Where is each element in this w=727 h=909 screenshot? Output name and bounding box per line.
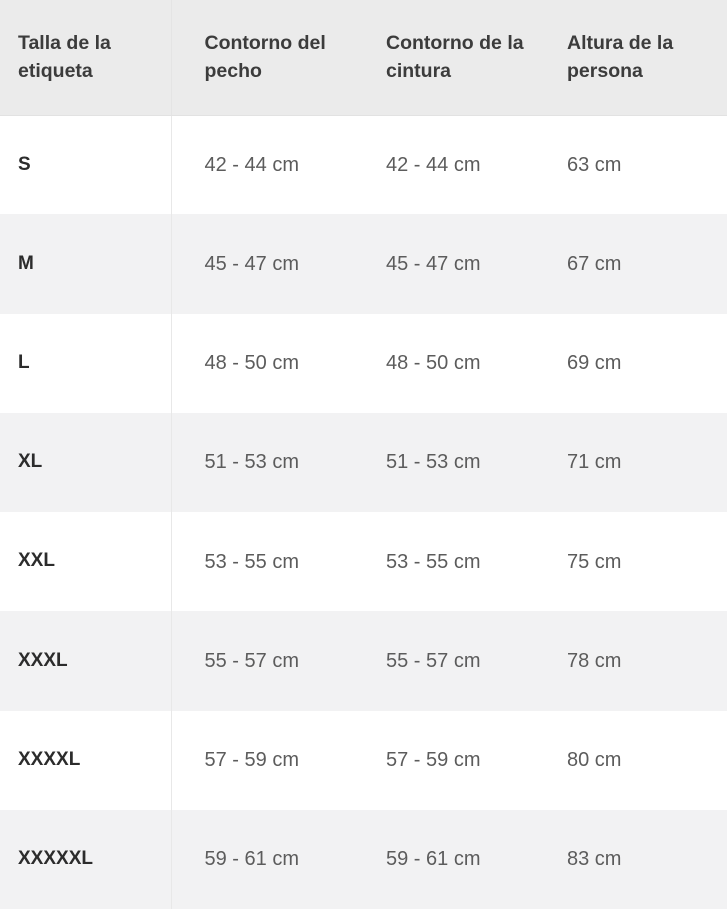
cell-height: 80 cm (553, 710, 727, 810)
column-header-chest: Contorno del pecho (171, 0, 362, 116)
cell-chest: 59 - 61 cm (171, 809, 362, 909)
cell-height: 69 cm (553, 313, 727, 413)
table-row: XXXXXL 59 - 61 cm 59 - 61 cm 83 cm (0, 809, 727, 909)
cell-chest: 57 - 59 cm (171, 710, 362, 810)
cell-height: 67 cm (553, 214, 727, 314)
cell-waist: 48 - 50 cm (362, 313, 553, 413)
cell-size: XXXXXL (0, 809, 172, 909)
cell-chest: 48 - 50 cm (171, 313, 362, 413)
cell-height: 71 cm (553, 412, 727, 512)
table-row: XXL 53 - 55 cm 53 - 55 cm 75 cm (0, 512, 727, 612)
table-row: L 48 - 50 cm 48 - 50 cm 69 cm (0, 313, 727, 413)
cell-chest: 51 - 53 cm (171, 412, 362, 512)
cell-chest: 53 - 55 cm (171, 512, 362, 612)
cell-height: 83 cm (553, 809, 727, 909)
table-row: M 45 - 47 cm 45 - 47 cm 67 cm (0, 214, 727, 314)
table-row: XXXXL 57 - 59 cm 57 - 59 cm 80 cm (0, 710, 727, 810)
cell-waist: 59 - 61 cm (362, 809, 553, 909)
column-header-body-height: Altura de la persona (553, 0, 727, 116)
cell-size: M (0, 214, 172, 314)
cell-waist: 53 - 55 cm (362, 512, 553, 612)
cell-chest: 45 - 47 cm (171, 214, 362, 314)
cell-waist: 45 - 47 cm (362, 214, 553, 314)
table-body: S 42 - 44 cm 42 - 44 cm 63 cm M 45 - 47 … (0, 115, 727, 909)
cell-chest: 55 - 57 cm (171, 611, 362, 711)
cell-waist: 55 - 57 cm (362, 611, 553, 711)
cell-waist: 42 - 44 cm (362, 115, 553, 215)
column-header-waist: Contorno de la cintura (362, 0, 553, 116)
table-row: S 42 - 44 cm 42 - 44 cm 63 cm (0, 115, 727, 215)
cell-waist: 57 - 59 cm (362, 710, 553, 810)
cell-height: 78 cm (553, 611, 727, 711)
cell-size: L (0, 313, 172, 413)
table-row: XL 51 - 53 cm 51 - 53 cm 71 cm (0, 412, 727, 512)
cell-height: 63 cm (553, 115, 727, 215)
cell-size: XL (0, 412, 172, 512)
table-row: XXXL 55 - 57 cm 55 - 57 cm 78 cm (0, 611, 727, 711)
header-row: Talla de la etiqueta Contorno del pecho … (0, 0, 727, 116)
table-header: Talla de la etiqueta Contorno del pecho … (0, 0, 727, 116)
column-header-label-size: Talla de la etiqueta (0, 0, 172, 116)
cell-waist: 51 - 53 cm (362, 412, 553, 512)
cell-size: XXXXL (0, 710, 172, 810)
cell-size: XXL (0, 512, 172, 612)
cell-height: 75 cm (553, 512, 727, 612)
cell-chest: 42 - 44 cm (171, 115, 362, 215)
cell-size: XXXL (0, 611, 172, 711)
cell-size: S (0, 115, 172, 215)
